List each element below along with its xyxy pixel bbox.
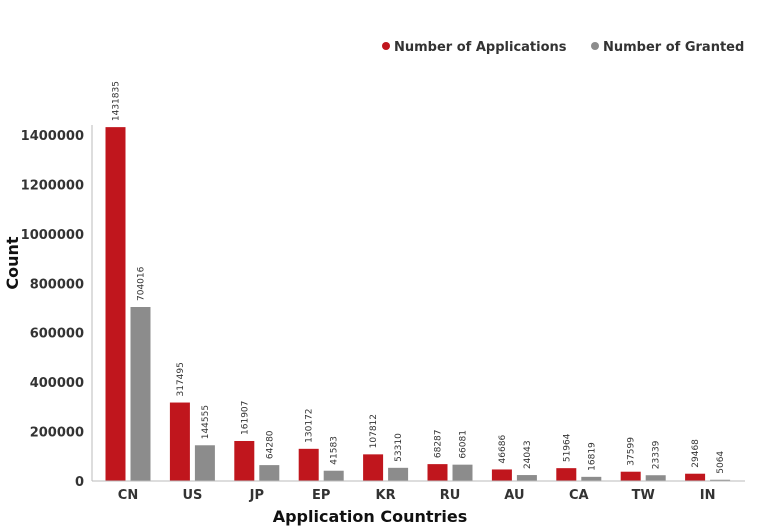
data-label: 37599 [627, 437, 637, 466]
bar-applications [556, 468, 577, 481]
bar-granted [645, 475, 666, 481]
bar-applications [298, 448, 319, 481]
bar-applications [234, 440, 255, 481]
data-label: 107812 [369, 414, 379, 448]
x-tick-label: IN [700, 488, 716, 503]
bar-granted [259, 465, 280, 481]
legend-marker [591, 42, 599, 50]
bar-granted [516, 475, 537, 481]
y-tick-label: 1200000 [21, 178, 84, 193]
data-label: 1431835 [112, 81, 122, 121]
x-tick-label: EP [312, 488, 330, 503]
x-axis-label: Application Countries [273, 507, 468, 526]
data-label: 161907 [240, 401, 250, 435]
data-label: 29468 [691, 439, 701, 468]
y-tick-label: 800000 [30, 277, 84, 292]
bar-granted [130, 307, 151, 481]
data-label: 24043 [523, 440, 533, 469]
data-label: 66081 [459, 430, 469, 459]
y-tick-label: 600000 [30, 327, 84, 342]
data-label: 130172 [305, 408, 315, 442]
data-label: 51964 [562, 433, 572, 462]
bar-applications [620, 471, 641, 481]
x-tick-label: US [182, 488, 202, 503]
data-label: 41583 [330, 436, 340, 465]
x-tick-label: CN [118, 488, 138, 503]
data-label: 64280 [265, 430, 275, 459]
bar-granted [710, 479, 731, 481]
bar-applications [169, 402, 190, 481]
legend-marker [382, 42, 390, 50]
bar-granted [194, 445, 215, 481]
x-tick-label: TW [632, 488, 655, 503]
data-label: 53310 [394, 433, 404, 462]
bar-applications [491, 469, 512, 481]
y-axis-label: Count [3, 236, 22, 290]
x-tick-label: KR [376, 488, 396, 503]
bars: 1431835 704016 317495 144555 161907 64280 1301… [105, 81, 731, 482]
bar-granted [323, 470, 344, 481]
data-label: 144555 [201, 405, 211, 439]
y-axis: 0 200000 400000 600000 800000 1000000 1200000 1… [21, 125, 93, 490]
data-label: 16819 [587, 442, 597, 471]
y-tick-label: 0 [75, 475, 84, 490]
data-label: 704016 [137, 266, 147, 301]
bar-granted [452, 464, 473, 481]
bar-applications [363, 454, 384, 481]
legend: Number of Applications Number of Granted [382, 40, 744, 55]
x-tick-label: AU [504, 488, 524, 503]
data-label: 68287 [434, 429, 444, 458]
x-tick-label: JP [249, 488, 264, 503]
bar-applications [105, 127, 126, 482]
legend-label: Number of Granted [603, 40, 744, 55]
y-tick-label: 200000 [30, 426, 84, 441]
x-tick-label: RU [440, 488, 461, 503]
bar-applications [427, 464, 448, 481]
bar-granted [388, 467, 409, 481]
bar-granted [581, 476, 602, 481]
data-label: 46686 [498, 435, 508, 464]
data-label: 317495 [176, 362, 186, 396]
y-tick-label: 400000 [30, 376, 84, 391]
legend-label: Number of Applications [394, 40, 567, 55]
x-axis: CN US JP EP KR RU AU CA TW IN [92, 480, 745, 503]
y-tick-label: 1000000 [21, 228, 84, 243]
data-label: 5064 [716, 451, 726, 474]
y-tick-label: 1400000 [21, 129, 84, 144]
data-label: 23339 [652, 440, 662, 469]
bar-applications [685, 473, 706, 481]
x-tick-label: CA [569, 488, 589, 503]
